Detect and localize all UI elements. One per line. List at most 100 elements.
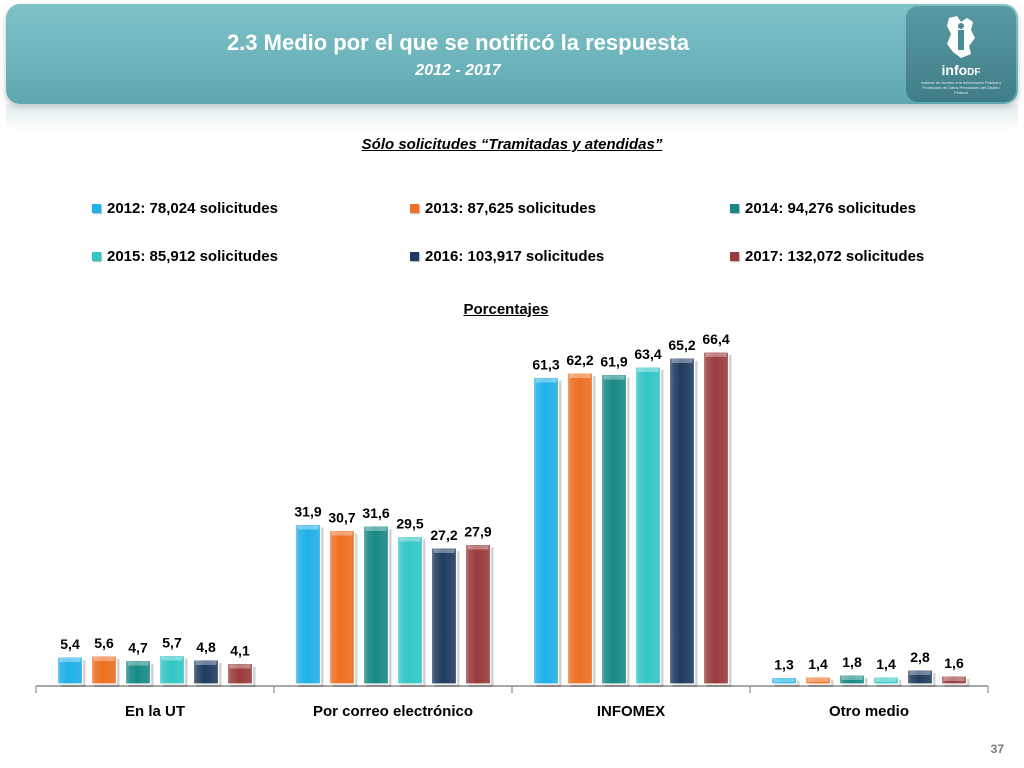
data-label: 61,3 <box>532 357 559 373</box>
bar <box>634 366 662 685</box>
data-label: 5,4 <box>60 636 80 652</box>
bar-highlight <box>161 656 183 661</box>
seal-icon <box>947 15 975 58</box>
bar-highlight <box>535 378 557 383</box>
bar-highlight <box>433 549 455 553</box>
bar-highlight <box>467 545 489 550</box>
bar-highlight <box>229 664 251 669</box>
legend-label: 2013: 87,625 solicitudes <box>425 200 596 217</box>
category-label: INFOMEX <box>597 703 665 720</box>
bar-highlight <box>331 531 353 536</box>
bar-highlight <box>671 359 693 363</box>
data-label: 4,7 <box>128 640 148 656</box>
legend-label: 2016: 103,917 solicitudes <box>425 248 605 265</box>
header-bar <box>6 4 1018 104</box>
bar-highlight <box>603 375 625 380</box>
legend-item: 2012: 78,024 solicitudes <box>92 200 278 217</box>
data-label: 1,4 <box>808 656 828 672</box>
category-label: Otro medio <box>829 703 909 720</box>
header-reflection <box>6 104 1018 132</box>
data-label: 63,4 <box>634 346 661 362</box>
bar <box>294 523 322 685</box>
bar-highlight <box>365 527 387 531</box>
logo-main-text: info <box>941 61 968 78</box>
bar <box>158 654 186 685</box>
bar <box>906 669 934 685</box>
bar <box>328 529 356 685</box>
bar <box>770 676 798 685</box>
page-title: 2.3 Medio por el que se notificó la resp… <box>226 30 690 55</box>
bar-highlight <box>909 671 931 675</box>
legend-swatch <box>410 252 419 261</box>
bar <box>804 676 832 685</box>
bar-chart: 5,4 5,6 4,7 5,7 4,8 4,1 En la UT 31,9 30,7 31,6 29… <box>35 331 989 720</box>
logo-tagline: Instituto de Acceso a la Información Púb… <box>920 79 1002 95</box>
chart-subtitle: Porcentajes <box>463 301 549 318</box>
legend-swatch <box>92 252 101 261</box>
bar-highlight <box>297 525 319 530</box>
page-number: 37 <box>990 742 1004 756</box>
data-label: 5,6 <box>94 635 114 651</box>
data-label: 61,9 <box>600 354 627 370</box>
bar-highlight <box>841 676 863 680</box>
legend-swatch <box>92 204 101 213</box>
data-label: 27,9 <box>464 524 491 540</box>
legend-item: 2013: 87,625 solicitudes <box>410 200 596 217</box>
legend-label: 2014: 94,276 solicitudes <box>745 200 916 217</box>
data-label: 31,6 <box>362 505 389 521</box>
bar <box>56 656 84 685</box>
bar <box>702 351 730 685</box>
bar <box>532 376 560 685</box>
bar <box>940 675 968 685</box>
data-label: 29,5 <box>396 516 423 532</box>
data-label: 31,9 <box>294 504 321 520</box>
data-label: 1,3 <box>774 657 794 673</box>
bar-highlight <box>943 677 965 681</box>
bar <box>362 525 390 685</box>
bar-highlight <box>807 678 829 682</box>
bar <box>430 547 458 685</box>
chart-legend: 2012: 78,024 solicitudes 2013: 87,625 sol… <box>92 200 992 280</box>
bar <box>566 372 594 685</box>
legend-item: 2015: 85,912 solicitudes <box>92 248 278 265</box>
bar <box>192 659 220 685</box>
bar-highlight <box>399 537 421 542</box>
bar <box>396 535 424 685</box>
legend-swatch <box>410 204 419 213</box>
data-label: 4,1 <box>230 643 250 659</box>
data-label: 27,2 <box>430 527 457 543</box>
infodf-logo: infoDF Instituto de Acceso a la Informac… <box>906 6 1016 102</box>
legend-item: 2016: 103,917 solicitudes <box>410 248 604 265</box>
bar-highlight <box>569 374 591 378</box>
data-label: 62,2 <box>566 352 593 368</box>
bar-highlight <box>195 661 217 665</box>
legend-swatch <box>730 252 739 261</box>
legend-item: 2014: 94,276 solicitudes <box>730 200 916 217</box>
logo-suffix-text: DF <box>967 66 981 78</box>
legend-item: 2017: 132,072 solicitudes <box>730 248 924 265</box>
data-label: 66,4 <box>702 331 729 347</box>
bar <box>872 676 900 685</box>
section-heading: Sólo solicitudes “Tramitadas y atendidas… <box>361 136 663 153</box>
bar <box>90 655 118 685</box>
data-label: 5,7 <box>162 635 182 651</box>
data-label: 4,8 <box>196 639 216 655</box>
data-label: 1,6 <box>944 655 964 671</box>
legend-swatch <box>730 204 739 213</box>
bar-highlight <box>875 678 897 682</box>
bar-highlight <box>773 678 795 683</box>
bar-highlight <box>93 657 115 661</box>
category-label: En la UT <box>125 703 185 720</box>
bar-highlight <box>59 658 81 662</box>
legend-label: 2012: 78,024 solicitudes <box>107 200 278 217</box>
data-label: 2,8 <box>910 649 930 665</box>
bar-highlight <box>705 353 727 357</box>
bar <box>668 357 696 685</box>
bar-highlight <box>127 661 149 666</box>
bar <box>464 543 492 685</box>
logo-wordmark: infoDF <box>942 62 981 78</box>
page-subtitle: 2012 - 2017 <box>415 62 501 79</box>
data-label: 30,7 <box>328 510 355 526</box>
bar <box>226 662 254 685</box>
bar-highlight <box>637 368 659 372</box>
